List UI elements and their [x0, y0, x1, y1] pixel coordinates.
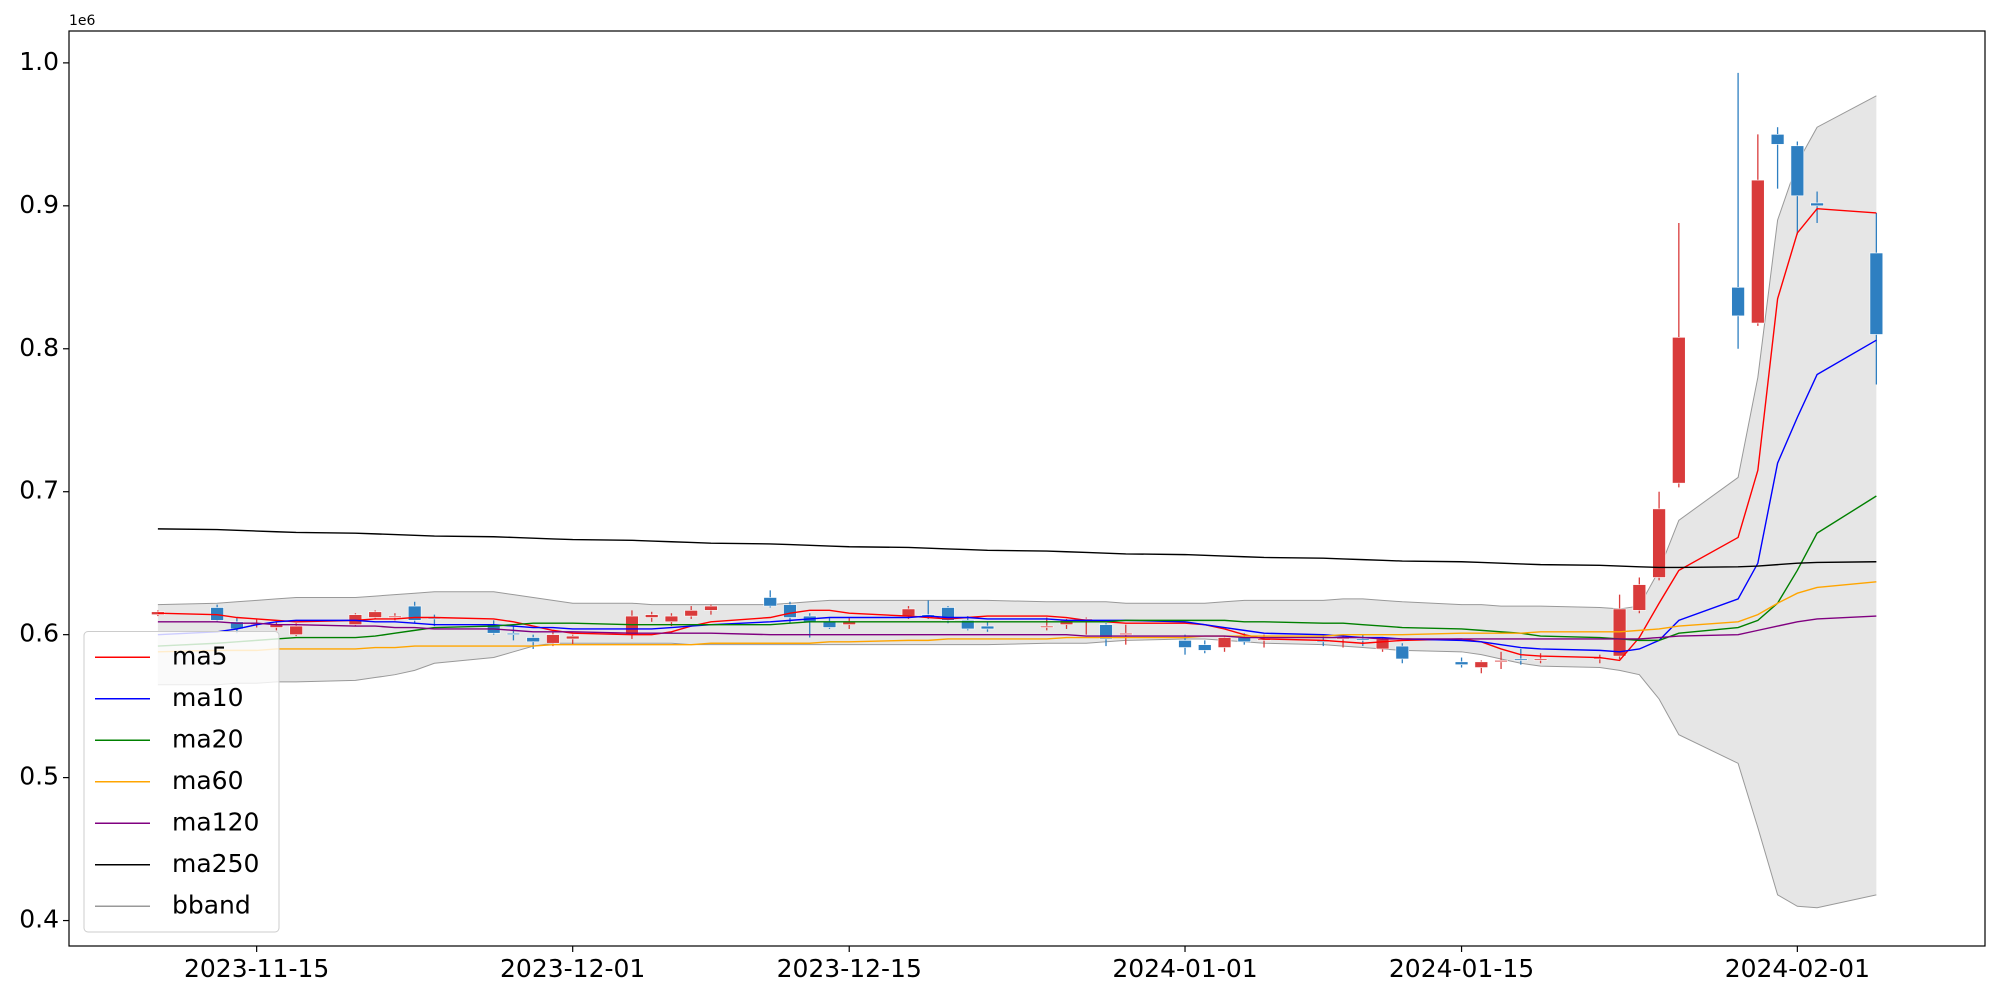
candle-body: [407, 605, 422, 621]
ma-line: [157, 339, 1877, 653]
candle-body: [684, 610, 698, 617]
candle-body: [289, 625, 303, 635]
y-tick-label: 0.9: [19, 190, 59, 219]
candle-body: [664, 615, 679, 623]
candle-body: [1810, 202, 1824, 207]
plot-area: [151, 72, 1884, 909]
bband-line: [157, 95, 1877, 610]
candle-body: [546, 634, 560, 644]
candle-body: [1869, 252, 1884, 335]
legend-label: ma250: [172, 849, 259, 878]
candle-body: [704, 605, 718, 611]
x-tick-label: 2023-11-15: [184, 954, 329, 983]
x-tick-label: 2024-02-01: [1725, 954, 1870, 983]
x-tick-label: 2024-01-01: [1112, 954, 1257, 983]
candle-body: [783, 604, 797, 618]
ma-line: [157, 207, 1877, 662]
x-tick-label: 2023-12-15: [777, 954, 922, 983]
legend-label: ma120: [172, 807, 259, 836]
candle-body: [565, 635, 580, 640]
ma-line: [157, 528, 1877, 569]
candle-body: [1533, 658, 1548, 661]
candle-body: [1514, 658, 1528, 661]
candle-body: [1672, 337, 1686, 484]
candle-body: [1494, 660, 1508, 663]
candle-body: [368, 611, 382, 618]
candle-body: [644, 614, 659, 618]
y-tick-label: 1.0: [19, 47, 59, 76]
candle-body: [1099, 624, 1113, 640]
candle-body: [822, 621, 837, 628]
bband-line: [157, 638, 1877, 909]
candle-body: [980, 625, 995, 630]
candle-body: [625, 615, 639, 635]
candle-body: [388, 615, 402, 618]
candle-body: [1474, 661, 1489, 668]
candle-body: [1731, 287, 1745, 317]
y-tick-label: 0.6: [19, 619, 59, 648]
candle-body: [1178, 640, 1192, 648]
candle-body: [1198, 644, 1212, 651]
candle-body: [763, 597, 777, 607]
legend-label: ma20: [172, 724, 243, 753]
candle-body: [1790, 145, 1805, 197]
legend-box: [83, 631, 280, 933]
y-tick-label: 0.8: [19, 333, 59, 362]
candle-body: [1375, 638, 1390, 650]
candle-body: [1632, 584, 1647, 611]
legend-label: bband: [172, 890, 251, 919]
candle-body: [1040, 625, 1054, 628]
candle-body: [1395, 645, 1410, 660]
y-tick-label: 0.5: [19, 762, 59, 791]
candle-body: [1454, 661, 1469, 665]
ma-line: [157, 581, 1877, 653]
legend-label: ma5: [172, 641, 228, 670]
x-tick-label: 2023-12-01: [500, 954, 645, 983]
legend-label: ma60: [172, 766, 243, 795]
y-tick-label: 0.7: [19, 476, 59, 505]
candle-body: [526, 637, 540, 643]
ma-line: [157, 495, 1877, 647]
y-tick-label: 0.4: [19, 905, 59, 934]
candle-body: [1751, 179, 1765, 324]
legend-label: ma10: [172, 683, 243, 712]
ma-line: [157, 615, 1877, 640]
candle-body: [1770, 134, 1785, 145]
axes-frame: [68, 30, 1986, 947]
candle-body: [961, 620, 975, 630]
candle-body: [1119, 632, 1133, 635]
candle-body: [1217, 637, 1232, 648]
candle-body: [1652, 508, 1666, 578]
candle-body: [506, 632, 521, 635]
x-tick-label: 2024-01-15: [1389, 954, 1534, 983]
candle-body: [901, 608, 916, 617]
y-offset-label: 1e6: [69, 13, 96, 29]
candle-body: [1356, 638, 1370, 641]
candle-body: [1612, 608, 1627, 657]
